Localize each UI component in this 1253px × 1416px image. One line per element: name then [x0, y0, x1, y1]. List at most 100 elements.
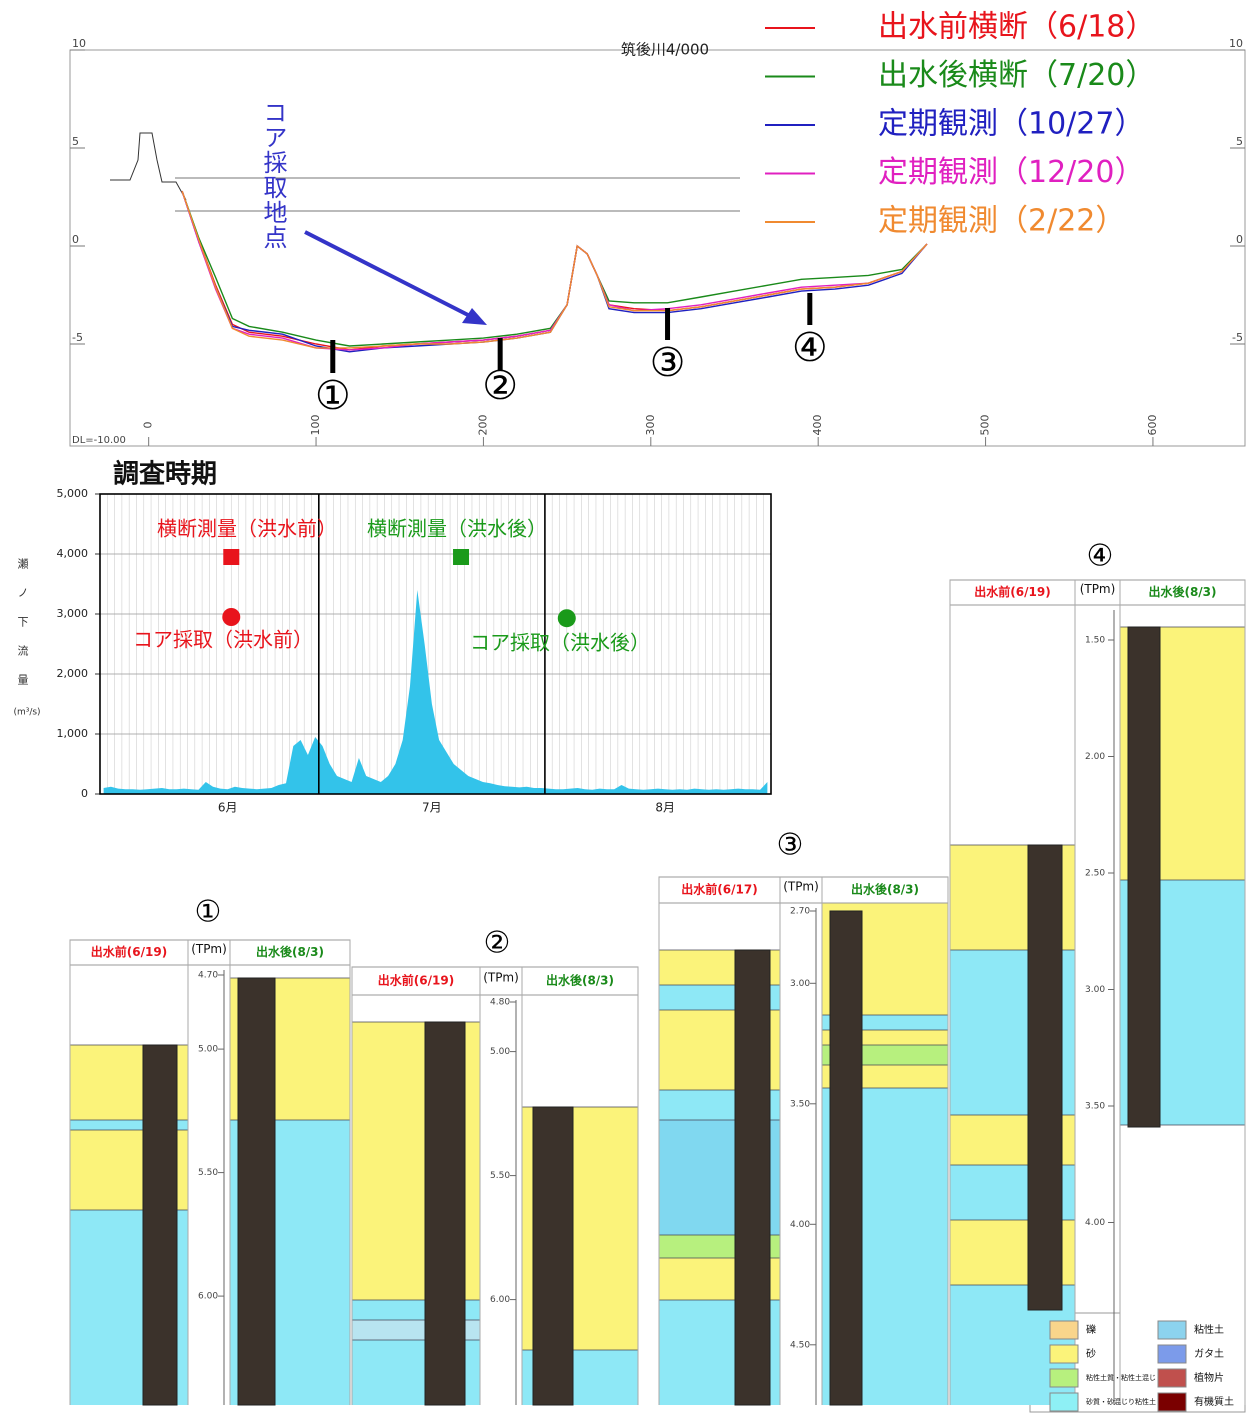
depth-tick-label: 6.00 [490, 1295, 510, 1305]
depth-tick-label: 4.50 [790, 1340, 810, 1350]
core-header [69, 939, 351, 966]
soil-layer [659, 903, 780, 950]
core-before-label: 出水前(6/19) [378, 973, 454, 988]
core-after-label: 出水後(8/3) [256, 944, 324, 959]
core-site-label: ① [315, 373, 351, 419]
y-tick-label: 0 [72, 233, 79, 246]
soil-swatch [1049, 1344, 1079, 1364]
core-after-label: 出水後(8/3) [851, 882, 919, 897]
depth-tick-label: 5.00 [490, 1047, 510, 1057]
soil-layer [352, 995, 480, 1022]
y-tick-label: 4,000 [57, 547, 89, 560]
core-unit-label: (TPm) [483, 971, 519, 985]
depth-tick-label: 3.00 [790, 979, 810, 989]
core-photo [1127, 626, 1161, 1128]
core-after-label: 出水後(8/3) [1148, 584, 1216, 599]
event-marker [557, 609, 576, 628]
core-after-label: 出水後(8/3) [546, 973, 614, 988]
y-tick-label: 2,000 [57, 667, 89, 680]
soil-label: 粘性土質・粘性土混じり砂 [1086, 1373, 1170, 1382]
core-site-annotation: コア採取地点 [259, 100, 287, 250]
depth-tick-label: 5.00 [198, 1045, 218, 1055]
soil-layer [70, 1120, 188, 1130]
core-site-bar [330, 340, 336, 373]
core-header [658, 876, 949, 904]
soil-swatch [1157, 1368, 1187, 1388]
core-header [351, 966, 639, 996]
core-header [949, 579, 1246, 606]
core-unit-label: (TPm) [783, 880, 819, 894]
core-unit-label: (TPm) [191, 942, 227, 956]
x-tick-label: 6月 [218, 801, 238, 815]
event-marker [223, 549, 240, 565]
depth-tick-label: 2.00 [1085, 752, 1105, 762]
event-label: コア採取（洪水前） [133, 628, 313, 652]
core-photo [237, 977, 276, 1406]
legend-label: 出水後横断（7/20） [878, 58, 1155, 93]
depth-tick-label: 4.00 [790, 1220, 810, 1230]
core-site-bar [497, 338, 503, 370]
soil-swatch [1049, 1320, 1079, 1340]
depth-tick-label: 3.50 [790, 1099, 810, 1109]
x-tick-label: 600 [1146, 415, 1159, 436]
depth-tick-label: 4.80 [490, 998, 510, 1008]
core-photo [734, 949, 771, 1406]
core-label: ① [195, 895, 222, 930]
soil-layer [230, 965, 350, 978]
depth-tick-label: 3.00 [1085, 985, 1105, 995]
depth-tick-label: 5.50 [198, 1168, 218, 1178]
hydro-frame [99, 493, 772, 795]
soil-label: 礫 [1086, 1323, 1096, 1336]
core-photo [532, 1106, 574, 1406]
depth-tick-label: 4.00 [1085, 1218, 1105, 1228]
hydro-y-label: 瀬ノ下流量 [16, 557, 29, 703]
core-site-bar [665, 308, 671, 340]
section-frame [69, 49, 1246, 447]
core-unit-label: (TPm) [1080, 582, 1116, 596]
soil-label: 砂質・砂混じり粘性土 [1086, 1397, 1156, 1406]
core-photo [424, 1021, 466, 1406]
event-marker [453, 549, 470, 565]
y-tick-label: 5,000 [57, 487, 89, 500]
hydro-title: 調査時期 [113, 459, 217, 490]
x-tick-label: 300 [644, 415, 657, 436]
depth-tick-label: 1.50 [1085, 636, 1105, 646]
x-tick-label: 400 [811, 415, 824, 436]
core-label: ④ [1087, 539, 1114, 574]
y-tick-label: 10 [72, 37, 86, 50]
y-tick-label: -5 [1232, 331, 1243, 344]
y-tick-label: 3,000 [57, 607, 89, 620]
soil-label: ガタ土 [1194, 1347, 1224, 1360]
x-tick-label: 500 [979, 415, 992, 436]
hydro-y-unit: (m³/s) [13, 708, 40, 718]
soil-layer [522, 995, 638, 1107]
y-tick-label: -5 [72, 331, 83, 344]
legend-label: 定期観測（10/27） [878, 107, 1144, 142]
core-photo [829, 910, 863, 1406]
core-before-label: 出水前(6/19) [91, 944, 167, 959]
soil-swatch [1157, 1344, 1187, 1364]
y-tick-label: 1,000 [57, 727, 89, 740]
soil-layer [1120, 605, 1245, 627]
depth-tick-label: 2.50 [1085, 869, 1105, 879]
core-before-label: 出水前(6/17) [681, 882, 757, 897]
event-label: 横断測量（洪水後） [367, 517, 547, 541]
legend-label: 定期観測（2/22） [878, 204, 1125, 239]
event-label: コア採取（洪水後） [470, 631, 650, 655]
soil-label: 粘性土 [1194, 1323, 1224, 1336]
section-title: 筑後川4/000 [621, 41, 709, 59]
core-photo [1027, 844, 1063, 1311]
soil-layer [70, 965, 188, 1045]
legend-label: 出水前横断（6/18） [878, 10, 1155, 45]
core-site-label: ② [482, 363, 518, 409]
soil-swatch [1157, 1320, 1187, 1340]
x-tick-label: 7月 [422, 801, 442, 815]
bank-outline [110, 132, 187, 201]
depth-tick-label: 3.50 [1085, 1102, 1105, 1112]
y-tick-label: 0 [1236, 233, 1243, 246]
core-label: ② [484, 926, 511, 961]
event-label: 横断測量（洪水前） [157, 517, 337, 541]
x-tick-label: 100 [309, 415, 322, 436]
depth-tick-label: 2.70 [790, 907, 810, 917]
